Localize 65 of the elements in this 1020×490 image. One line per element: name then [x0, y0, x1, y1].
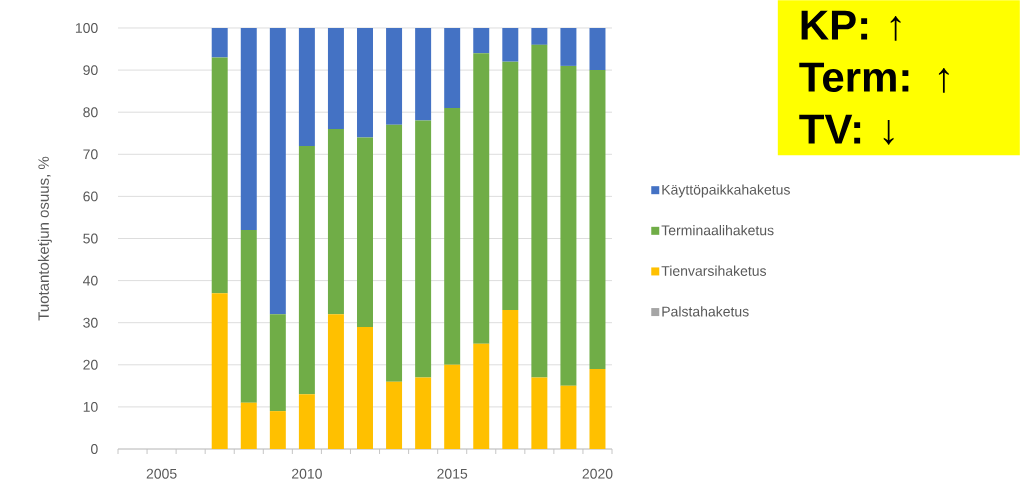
bar: [589, 369, 606, 449]
bar: [298, 28, 315, 146]
bar: [531, 44, 548, 378]
y-tick-label: 50: [83, 233, 98, 244]
bar: [357, 28, 373, 138]
y-tick-label: 0: [91, 444, 98, 454]
bar: [531, 377, 548, 449]
y-tick-label: 80: [83, 107, 98, 118]
x-tick-label: 2005: [146, 468, 177, 479]
text: Term: ↑: [799, 62, 949, 93]
bar: [211, 57, 228, 294]
bar: [269, 411, 286, 449]
bar: [269, 314, 286, 412]
bar: [211, 28, 228, 58]
bar: [473, 53, 490, 344]
bar: [560, 65, 577, 386]
bar: [502, 28, 519, 62]
y-tick-label: 70: [83, 149, 98, 160]
x-tick-label: 2020: [582, 468, 613, 479]
bar: [386, 28, 403, 125]
bar: [327, 129, 344, 315]
bar: [415, 120, 432, 378]
y-tick-label: 20: [83, 359, 98, 370]
y-tick-label: 60: [83, 191, 98, 202]
bar: [415, 28, 432, 121]
bar: [444, 364, 461, 449]
bar: [211, 293, 228, 449]
legend-label: Käyttöpaikkahaketus: [662, 184, 790, 198]
bar: [327, 314, 344, 449]
bar: [298, 145, 315, 395]
bar: [589, 70, 606, 370]
bar: [444, 107, 461, 365]
bar: [502, 61, 519, 311]
bar: [560, 385, 577, 449]
bar: [240, 230, 257, 403]
legend-label: Terminaalihaketus: [661, 225, 774, 236]
bar: [240, 28, 257, 231]
bar: [240, 402, 257, 449]
y-tick-label: 90: [83, 65, 98, 76]
bar: [473, 28, 490, 54]
y-tick-label: 40: [83, 275, 98, 286]
y-tick-label: 100: [75, 23, 98, 33]
bar: [560, 28, 577, 66]
y-tick-label: 30: [83, 317, 98, 328]
bar: [415, 377, 432, 449]
bar: [327, 28, 344, 130]
bar: [298, 394, 315, 449]
bar: [269, 28, 286, 315]
bar: [589, 28, 606, 71]
bar: [357, 137, 373, 327]
x-tick-label: 2015: [437, 468, 468, 479]
bar: [357, 326, 373, 449]
y-axis-title: Tuotantoketjun osuus, %: [37, 156, 52, 321]
text: TV: ↓: [799, 114, 894, 145]
bar: [444, 28, 461, 108]
bar: [502, 310, 519, 449]
legend-label: Palstahaketus: [662, 306, 749, 317]
legend-label: Tienvarsihaketus: [661, 265, 767, 276]
bar: [473, 343, 490, 449]
bar: [386, 381, 403, 449]
text: KP: ↑: [801, 10, 901, 41]
y-tick-label: 10: [83, 401, 98, 412]
bar: [531, 28, 548, 45]
x-tick-label: 2010: [292, 468, 322, 479]
bar: [386, 124, 403, 382]
